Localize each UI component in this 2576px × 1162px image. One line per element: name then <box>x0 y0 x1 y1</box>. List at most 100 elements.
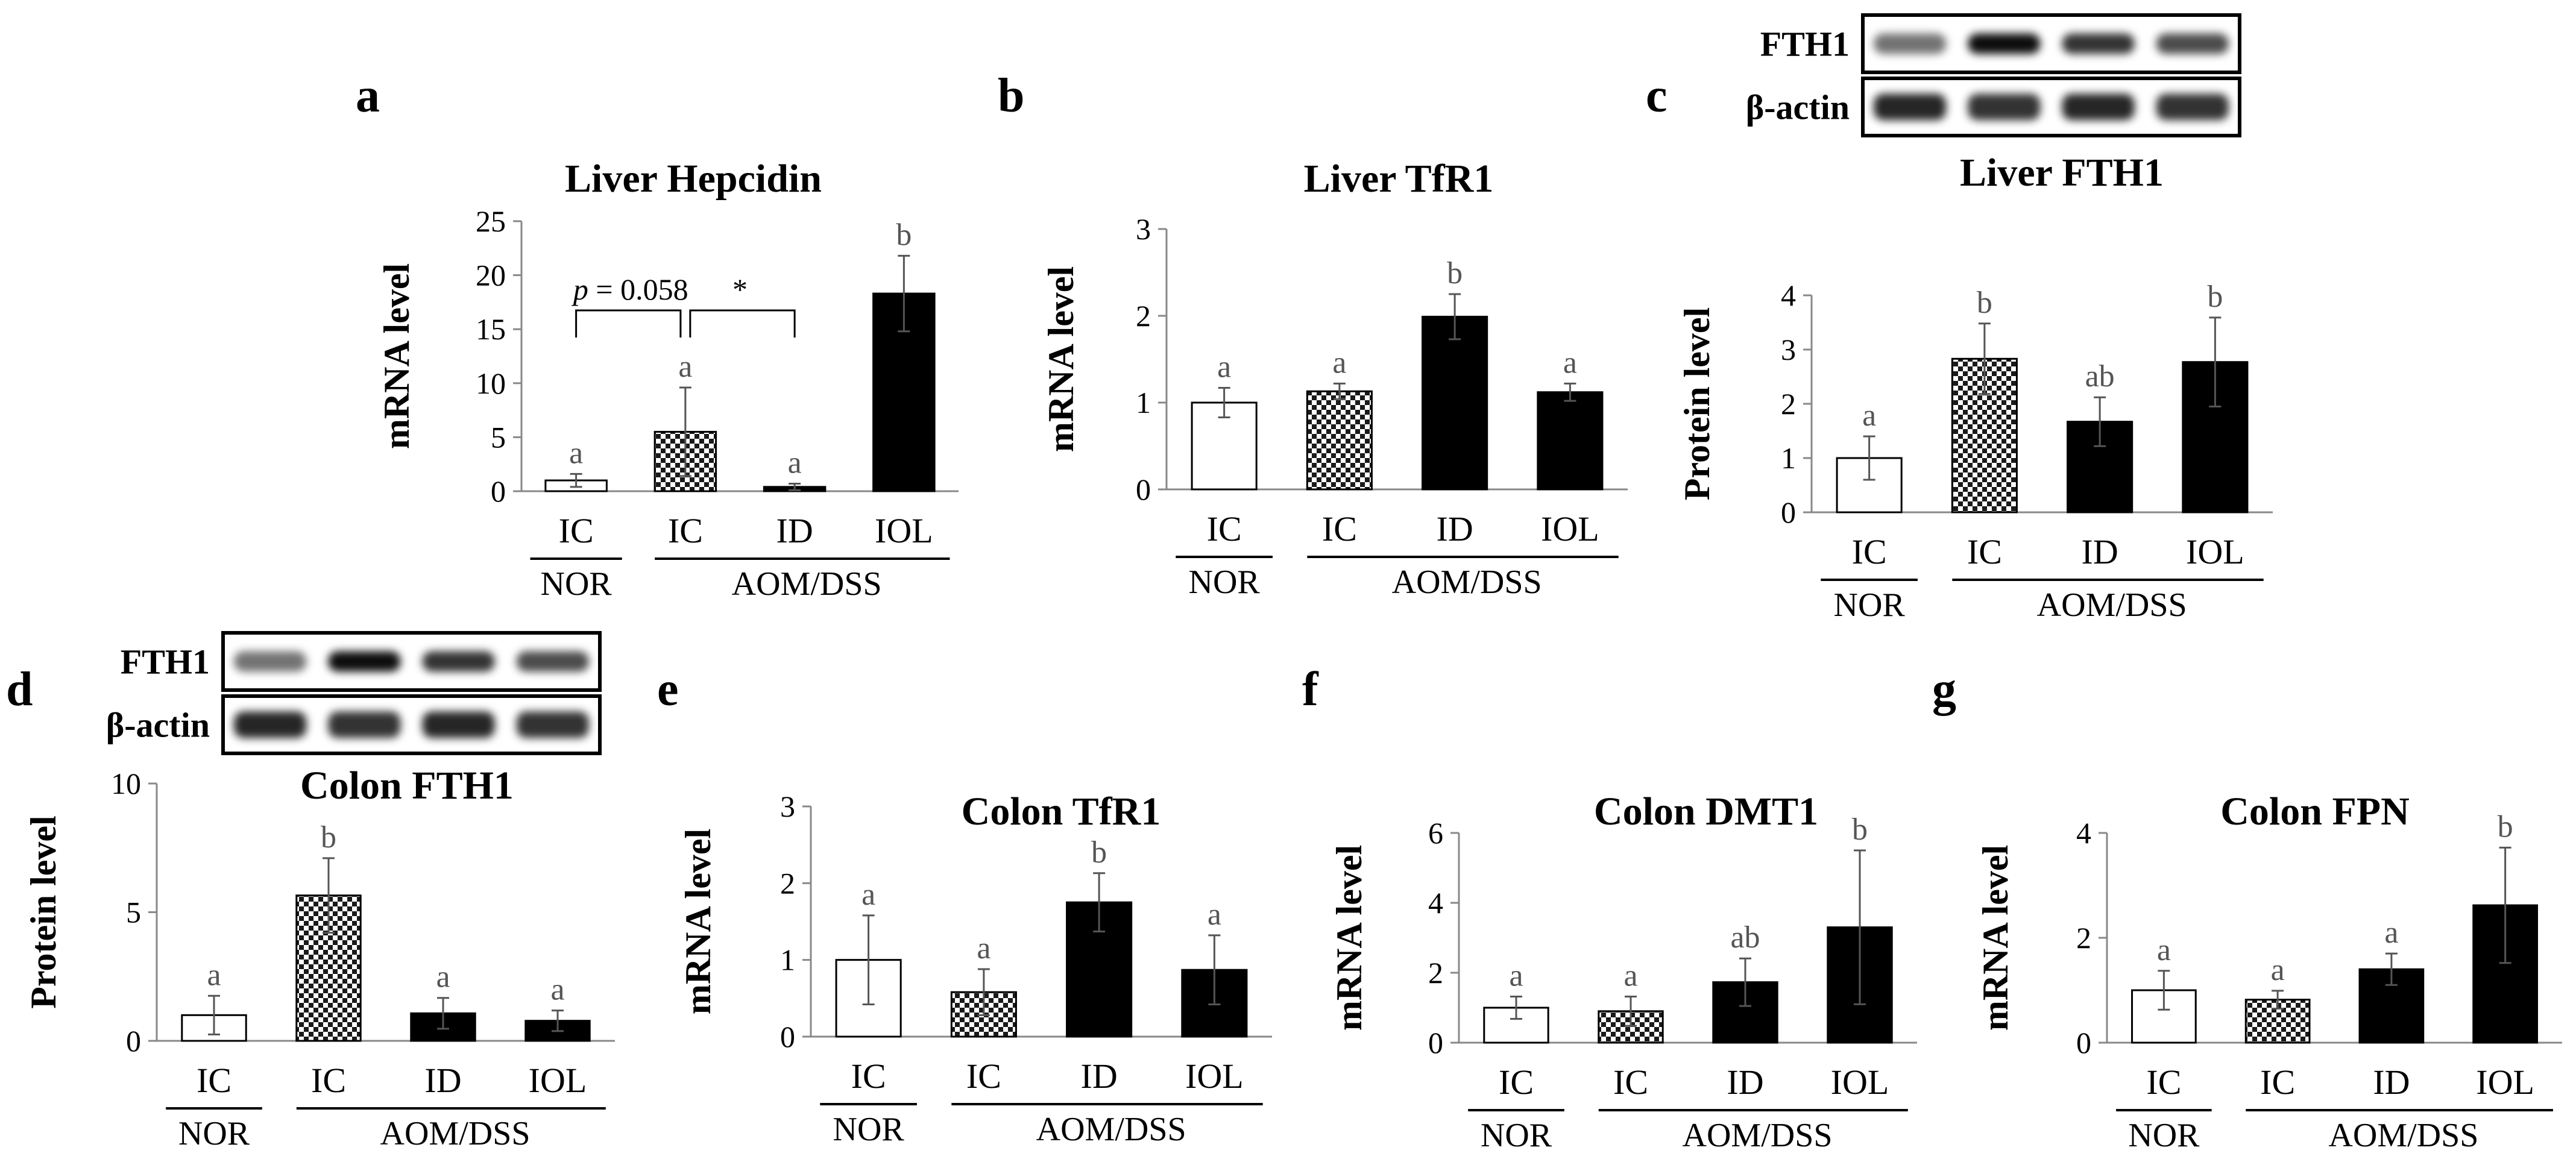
y-tick-label: 3 <box>1136 212 1151 246</box>
blot-band <box>422 651 495 672</box>
significance-letter: a <box>569 436 583 470</box>
blot-band <box>2156 33 2229 54</box>
x-tick-label: IC <box>851 1057 886 1096</box>
bar <box>1306 390 1373 491</box>
x-tick-label: ID <box>776 511 813 550</box>
y-tick-label: 4 <box>1428 886 1443 920</box>
chart-panel-e: e Colon TfR1 mRNA level 0 1 2 3 a IC a IC b ID a IOL NO… <box>657 663 1272 1148</box>
significance-letter: a <box>1563 345 1577 380</box>
x-tick-label: IOL <box>529 1061 587 1100</box>
significance-letter: b <box>321 820 336 855</box>
x-tick-label: IC <box>1613 1063 1648 1102</box>
x-tick-label: IC <box>1207 509 1242 548</box>
y-tick-label: 0 <box>1781 495 1796 529</box>
chart-panel-c: c Liver FTH1 Protein level 0 1 2 3 4 a IC b IC ab ID b… <box>1646 69 2273 624</box>
chart-title: Liver TfR1 <box>1304 157 1494 201</box>
significance-letter: a <box>1217 350 1231 385</box>
panel-letter: g <box>1932 663 1956 716</box>
x-tick-label: IOL <box>1831 1063 1889 1102</box>
y-axis-label: mRNA level <box>678 829 718 1014</box>
y-axis-label: mRNA level <box>1329 845 1369 1031</box>
chart-title: Colon FTH1 <box>300 764 514 808</box>
y-axis-label: mRNA level <box>1976 845 2015 1031</box>
y-tick-label: 6 <box>1428 816 1443 850</box>
panel-letter: a <box>356 69 380 122</box>
x-tick-label: IC <box>966 1057 1001 1096</box>
panel-letter: b <box>998 69 1025 122</box>
y-tick-label: 4 <box>1781 278 1796 312</box>
significance-letter: a <box>1623 958 1637 993</box>
x-tick-label: ID <box>1727 1063 1763 1102</box>
y-axis-label: mRNA level <box>1041 266 1081 452</box>
bar <box>1537 391 1604 491</box>
y-tick-label: 0 <box>780 1020 795 1054</box>
y-tick-label: 0 <box>126 1024 141 1058</box>
y-tick-label: 0 <box>1136 473 1151 506</box>
group-label-nor: NOR <box>1481 1117 1552 1154</box>
significance-letter: a <box>788 445 802 480</box>
chart-title: Colon DMT1 <box>1594 790 1818 834</box>
x-tick-label: IC <box>668 511 703 550</box>
x-tick-label: ID <box>424 1061 461 1100</box>
blot-row-label: FTH1 <box>1760 25 1850 64</box>
group-label-nor: NOR <box>833 1111 905 1148</box>
blot-band <box>1968 93 2041 121</box>
significance-letter: b <box>1977 286 1992 320</box>
blot-band <box>1874 93 1947 121</box>
x-tick-label: IC <box>2260 1063 2295 1102</box>
group-label-nor: NOR <box>1834 586 1906 624</box>
panel-letter: e <box>657 663 679 716</box>
significance-letter: a <box>1509 958 1523 993</box>
panel-letter: c <box>1646 69 1667 122</box>
x-tick-label: IOL <box>2476 1063 2534 1102</box>
panel-letter: d <box>6 663 33 716</box>
y-tick-label: 2 <box>780 866 795 900</box>
group-label-aom: AOM/DSS <box>1036 1111 1186 1148</box>
significance-letter: a <box>977 931 990 966</box>
blot-band <box>516 711 589 738</box>
blot-band <box>328 711 401 738</box>
chart-panel-f: f Colon DMT1 mRNA level 0 2 4 6 a IC a IC ab ID b IOL N… <box>1302 663 1917 1154</box>
chart-title: Colon TfR1 <box>962 790 1161 834</box>
y-tick-label: 0 <box>1428 1026 1443 1060</box>
significance-letter: a <box>436 960 450 994</box>
significance-letter: b <box>896 218 912 252</box>
blot-band <box>234 711 307 738</box>
x-tick-label: IC <box>2146 1063 2181 1102</box>
group-label-aom: AOM/DSS <box>2037 586 2187 624</box>
x-tick-label: IOL <box>1541 509 1599 548</box>
blot-row-label: FTH1 <box>121 642 210 682</box>
blot-band <box>1968 33 2041 54</box>
blot-band <box>1874 33 1947 54</box>
p-symbol: p <box>572 272 588 306</box>
group-label-nor: NOR <box>2128 1117 2200 1154</box>
x-tick-label: IOL <box>875 511 933 550</box>
y-tick-label: 25 <box>476 204 506 238</box>
bar <box>1422 315 1488 491</box>
chart-title: Liver Hepcidin <box>565 157 822 201</box>
x-tick-label: ID <box>1081 1057 1118 1096</box>
y-tick-label: 2 <box>1428 956 1443 990</box>
significance-letter: a <box>2384 915 2398 950</box>
group-label-nor: NOR <box>1189 564 1261 601</box>
y-tick-label: 10 <box>476 366 506 400</box>
y-tick-label: 3 <box>1781 333 1796 366</box>
x-tick-label: IC <box>1499 1063 1534 1102</box>
x-tick-label: ID <box>2373 1063 2410 1102</box>
significance-letter: b <box>2498 809 2513 844</box>
y-tick-label: 2 <box>1136 299 1151 333</box>
bar <box>1598 1010 1664 1044</box>
significance-letter: ab <box>2085 359 2115 394</box>
blot-row-label: β-actin <box>1746 88 1850 127</box>
significance-letter: a <box>2271 953 2285 987</box>
group-label-aom: AOM/DSS <box>732 565 882 603</box>
y-tick-label: 4 <box>2076 816 2091 850</box>
blot-band <box>234 651 307 672</box>
x-tick-label: ID <box>1437 509 1473 548</box>
significance-letter: b <box>1091 835 1107 870</box>
chart-panel-b: b Liver TfR1 mRNA level 0 1 2 3 a IC a IC b ID a IOL NO… <box>998 69 1628 601</box>
bracket-star <box>689 309 796 338</box>
p-value: = 0.058 <box>588 272 688 306</box>
group-label-aom: AOM/DSS <box>2328 1117 2478 1154</box>
